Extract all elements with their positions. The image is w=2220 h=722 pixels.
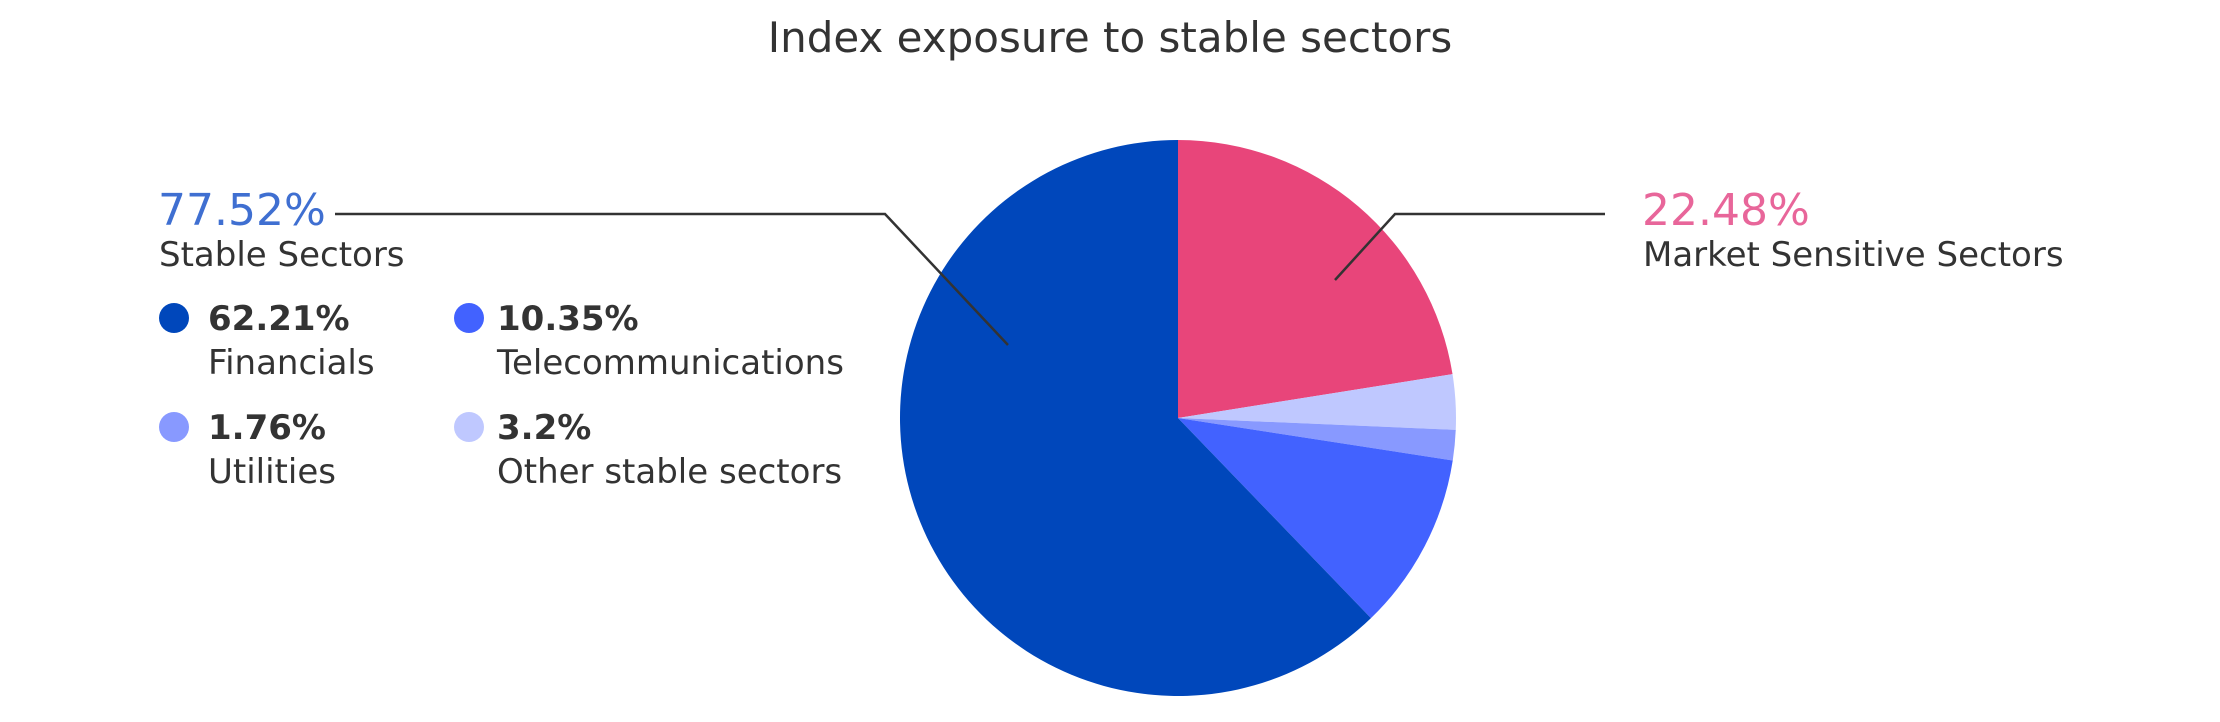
- market-sensitive-percent: 22.48%: [1642, 185, 1810, 236]
- pie-slice-telecom: [1178, 418, 1453, 619]
- legend-dot-other-stable-sectors: [454, 412, 484, 442]
- pie-slice-market-sensitive: [1178, 140, 1453, 418]
- pie-slice-other-stable: [1178, 374, 1457, 430]
- stable-sectors-label: Stable Sectors: [159, 235, 405, 275]
- legend-label-utilities: Utilities: [208, 452, 336, 492]
- pie-slices: [899, 139, 1457, 697]
- legend-value-financials: 62.21%: [208, 299, 350, 339]
- legend-label-telecommunications: Telecommunications: [496, 343, 844, 383]
- legend-dot-financials: [159, 303, 189, 333]
- legend-dot-telecommunications: [454, 303, 484, 333]
- stable-sectors-percent: 77.52%: [158, 185, 326, 236]
- legend-label-financials: Financials: [208, 343, 375, 383]
- market-sensitive-leader-line: [1334, 212, 1605, 281]
- market-sensitive-label: Market Sensitive Sectors: [1643, 235, 2064, 275]
- legend-value-telecommunications: 10.35%: [497, 299, 639, 339]
- pie-slice-utilities: [1178, 418, 1456, 461]
- pie-slice-financials: [899, 139, 1371, 697]
- legend-item-financials: 62.21% Financials: [159, 299, 375, 383]
- legend-label-other-stable-sectors: Other stable sectors: [497, 452, 842, 492]
- stable-leader-line: [335, 212, 1009, 346]
- legend-item-other-stable-sectors: 3.2% Other stable sectors: [454, 408, 842, 492]
- legend-value-other-stable-sectors: 3.2%: [497, 408, 591, 448]
- chart-title: Index exposure to stable sectors: [768, 13, 1453, 62]
- legend-item-utilities: 1.76% Utilities: [159, 408, 336, 492]
- legend-item-telecommunications: 10.35% Telecommunications: [454, 299, 844, 383]
- legend-dot-utilities: [159, 412, 189, 442]
- legend-value-utilities: 1.76%: [208, 408, 326, 448]
